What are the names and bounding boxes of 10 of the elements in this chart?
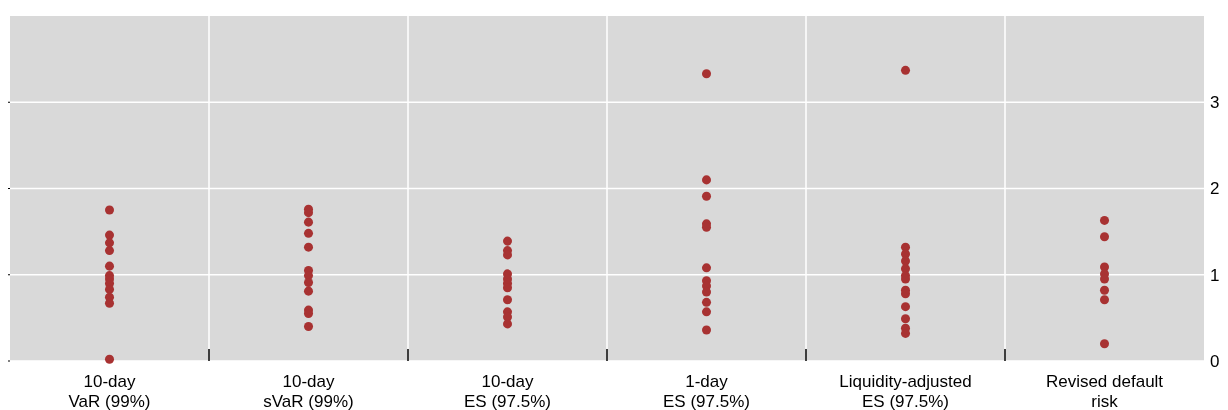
x-tick-label: Revised default risk [1045,372,1164,410]
x-tick-label: 10-day sVaR (99%) [263,372,354,410]
x-tick-label: 1-day ES (97.5%) [663,372,750,410]
x-tick-label: Liquidity-adjusted ES (97.5%) [839,372,972,410]
y-tick-label: 3 [1210,93,1220,113]
x-tick-label: 10-day VaR (99%) [68,372,151,410]
y-tick-label: 1 [1210,265,1220,285]
x-tick-label: 10-day ES (97.5%) [464,372,551,410]
y-tick-label: 2 [1210,179,1220,199]
y-tick-label: 0 [1210,351,1220,371]
